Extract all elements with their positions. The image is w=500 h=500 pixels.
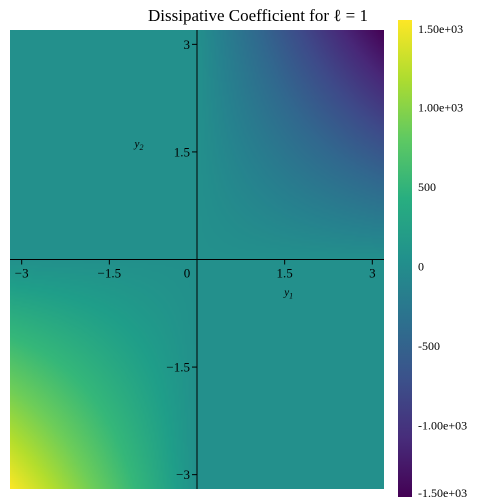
colorbar-tick-label: 1.50e+03 — [418, 22, 463, 36]
origin-tick-label: 0 — [184, 266, 191, 281]
colorbar-tick-label: 1.00e+03 — [418, 101, 463, 115]
y-axis-ticks: 3 1.5 −1.5 −3 — [166, 37, 197, 482]
colorbar-tick-label: 500 — [418, 180, 436, 194]
chart-title: Dissipative Coefficient for ℓ = 1 — [148, 6, 368, 25]
colorbar-tick-label: -1.00e+03 — [418, 419, 467, 433]
y-tick-label: 3 — [184, 37, 191, 52]
colorbar-tick-label: -1.50e+03 — [418, 486, 467, 500]
x-axis-label-main: y — [283, 287, 289, 299]
colorbar-tick-label: -500 — [418, 339, 440, 353]
y-axis-label-sub: 2 — [139, 143, 143, 152]
x-axis-label-sub: 1 — [289, 292, 293, 301]
axes — [10, 30, 384, 489]
x-tick-label: 3 — [369, 266, 376, 281]
y-tick-label: −3 — [176, 467, 190, 482]
x-axis-label: y1 — [283, 287, 293, 301]
colorbar: 1.50e+03 1.00e+03 500 0 -500 -1.00e+03 -1.50e+… — [398, 20, 467, 500]
x-tick-label: 1.5 — [277, 266, 293, 281]
x-tick-label: −3 — [15, 266, 29, 281]
colorbar-ticks: 1.50e+03 1.00e+03 500 0 -500 -1.00e+03 -1.50e+… — [418, 22, 467, 500]
colorbar-tick-label: 0 — [418, 260, 424, 274]
y-axis-label-main: y — [134, 138, 140, 150]
x-axis-ticks: −3 −1.5 1.5 3 — [15, 259, 376, 281]
y-axis-label: y2 — [134, 138, 144, 152]
y-tick-label: 1.5 — [174, 144, 190, 159]
x-tick-label: −1.5 — [98, 266, 122, 281]
colorbar-gradient — [398, 20, 412, 497]
y-tick-label: −1.5 — [166, 360, 190, 375]
